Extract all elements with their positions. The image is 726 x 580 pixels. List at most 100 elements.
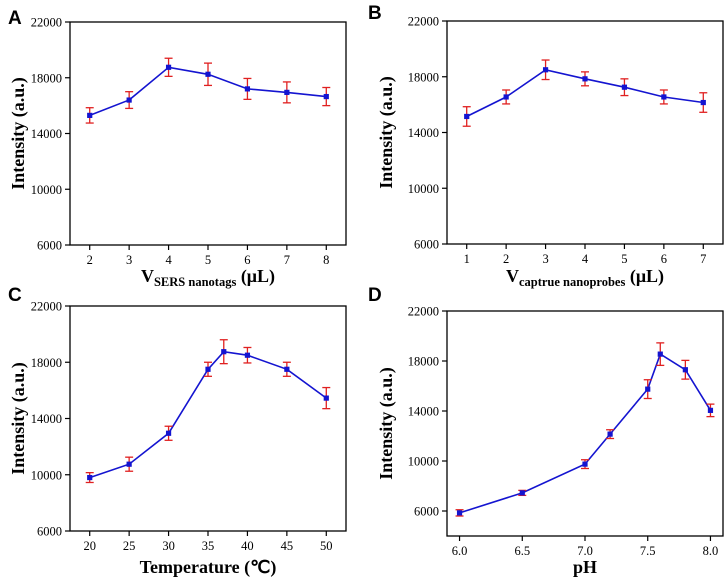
x-tick-label: 20 [83, 539, 96, 553]
x-tick-label: 6.0 [452, 544, 468, 558]
y-tick-label: 10000 [31, 468, 62, 482]
data-point [87, 474, 93, 481]
x-tick-label: 40 [241, 539, 254, 553]
x-tick-label: 7.5 [640, 544, 656, 558]
data-point [87, 112, 93, 118]
data-point [165, 64, 172, 70]
x-tick-label: 3 [126, 253, 132, 267]
data-point [621, 84, 628, 90]
x-tick-label: 5 [205, 253, 211, 267]
x-tick-label: 6 [661, 252, 667, 266]
x-axis-title-main: V [506, 266, 519, 286]
data-point [661, 94, 667, 100]
panel-letter: B [368, 3, 382, 24]
data-point [323, 93, 329, 100]
y-axis-title: Intensity (a.u.) [376, 367, 397, 480]
x-tick-label: 3 [542, 252, 548, 266]
plot-frame [446, 20, 724, 245]
y-axis-title: Intensity (a.u.) [8, 362, 29, 475]
y-tick-label: 22000 [408, 305, 439, 319]
y-tick-label: 10000 [31, 183, 62, 197]
x-tick-label: 6.5 [514, 544, 530, 558]
data-point [284, 89, 290, 95]
plot-frame [446, 310, 724, 537]
x-axis-title: VSERS nanotags (μL) [141, 266, 275, 289]
x-tick-label: 6 [244, 253, 250, 267]
x-tick-label: 7.0 [577, 544, 593, 558]
x-tick-label: 7 [700, 252, 706, 266]
plot-frame [69, 305, 347, 532]
x-tick-label: 50 [320, 539, 333, 553]
data-point [126, 461, 132, 467]
x-tick-label: 35 [202, 539, 215, 553]
data-point [582, 76, 588, 82]
x-tick-label: 4 [582, 252, 589, 266]
panel-a: A 6000 10000 14000 18000 22000 2 3 4 5 6 7 8 Intensit… [8, 8, 347, 289]
data-point [700, 99, 706, 106]
data-point [205, 366, 211, 372]
data-point [244, 86, 251, 92]
x-tick-label: 45 [281, 539, 294, 553]
x-axis-title-unit: (μL) [625, 266, 664, 287]
data-point [284, 366, 290, 372]
y-tick-label: 6000 [37, 525, 62, 539]
x-axis-title-main: Temperature (℃) [140, 557, 277, 578]
x-axis-title-subscript: captrue nanoprobes [519, 275, 626, 289]
x-axis-title-unit: (μL) [236, 266, 275, 287]
data-point [323, 395, 329, 401]
x-tick-label: 7 [284, 253, 290, 267]
x-axis-title: Temperature (℃) [140, 557, 277, 578]
data-point [645, 386, 651, 392]
y-axis-title: Intensity (a.u.) [376, 76, 397, 189]
y-tick-label: 18000 [31, 356, 62, 370]
x-tick-label: 30 [162, 539, 175, 553]
y-tick-label: 18000 [408, 70, 439, 84]
x-axis-title-main: V [141, 266, 154, 286]
y-tick-label: 14000 [408, 405, 439, 419]
y-tick-label: 22000 [408, 15, 439, 29]
y-tick-label: 22000 [31, 16, 62, 30]
data-point [244, 352, 251, 358]
series-line [459, 352, 712, 514]
y-tick-label: 18000 [31, 71, 62, 85]
data-point [682, 367, 688, 373]
x-tick-label: 5 [621, 252, 627, 266]
panel-letter: A [8, 8, 22, 29]
data-point [519, 490, 525, 496]
x-axis-title: Vcaptrue nanoprobes (μL) [506, 266, 664, 289]
data-point [165, 430, 172, 436]
x-tick-label: 8 [323, 253, 329, 267]
y-tick-label: 14000 [408, 126, 439, 140]
series-line [89, 350, 327, 479]
y-tick-label: 6000 [414, 238, 439, 252]
y-tick-label: 10000 [408, 455, 439, 469]
y-tick-label: 6000 [414, 505, 439, 519]
x-tick-label: 2 [503, 252, 509, 266]
data-point [126, 97, 132, 103]
y-tick-label: 14000 [31, 127, 62, 141]
plot-frame [69, 21, 347, 246]
x-tick-label: 1 [464, 252, 470, 266]
data-point [582, 461, 588, 467]
data-point [464, 113, 470, 120]
x-axis-title-main: pH [573, 557, 597, 577]
data-point [657, 351, 663, 357]
data-point [205, 71, 211, 77]
data-point [542, 67, 549, 73]
y-tick-label: 6000 [37, 239, 62, 253]
data-point [607, 431, 613, 437]
data-point [707, 407, 714, 413]
x-tick-label: 4 [165, 253, 172, 267]
y-axis-title: Intensity (a.u.) [8, 77, 29, 190]
y-tick-label: 14000 [31, 412, 62, 426]
data-point [503, 94, 509, 100]
panel-letter: D [368, 285, 382, 306]
x-axis-title: pH [573, 557, 597, 577]
x-tick-label: 2 [87, 253, 93, 267]
x-axis-title-subscript: SERS nanotags [154, 275, 236, 289]
x-tick-label: 8.0 [703, 544, 719, 558]
data-point [221, 349, 227, 355]
y-tick-label: 10000 [408, 182, 439, 196]
panel-b: B 6000 10000 14000 18000 22000 1 2 3 4 5 6 7 Intensit… [368, 3, 724, 289]
